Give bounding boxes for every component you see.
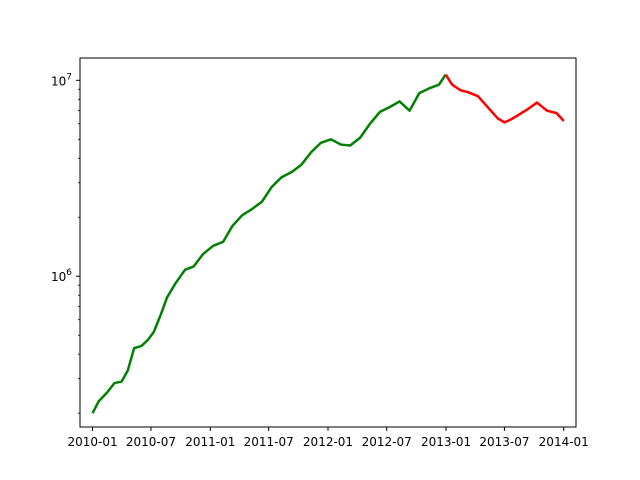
series-layer <box>91 73 565 414</box>
x-tick-label: 2010-07 <box>126 435 176 449</box>
x-tick-label: 2012-07 <box>362 435 412 449</box>
x-tick-label: 2013-07 <box>479 435 529 449</box>
y-tick-exponent: 6 <box>66 268 72 278</box>
x-tick-label: 2013-01 <box>421 435 471 449</box>
y-tick-label: 106 <box>51 268 72 284</box>
series-line-1 <box>444 73 565 124</box>
x-tick-label: 2011-07 <box>244 435 294 449</box>
y-tick-exponent: 7 <box>66 72 72 82</box>
x-tick-label: 2014-01 <box>539 435 589 449</box>
x-tick-label: 2010-01 <box>68 435 118 449</box>
y-tick-label: 107 <box>51 72 72 88</box>
y-tick-base: 10 <box>51 74 66 88</box>
x-tick-label: 2012-01 <box>303 435 353 449</box>
x-tick-label: 2011-01 <box>185 435 235 449</box>
series-line-0 <box>91 73 447 414</box>
x-axis: 2010-01 2010-07 2011-01 2011-07 2012-01 2012-… <box>68 427 589 449</box>
y-tick-base: 10 <box>51 270 66 284</box>
